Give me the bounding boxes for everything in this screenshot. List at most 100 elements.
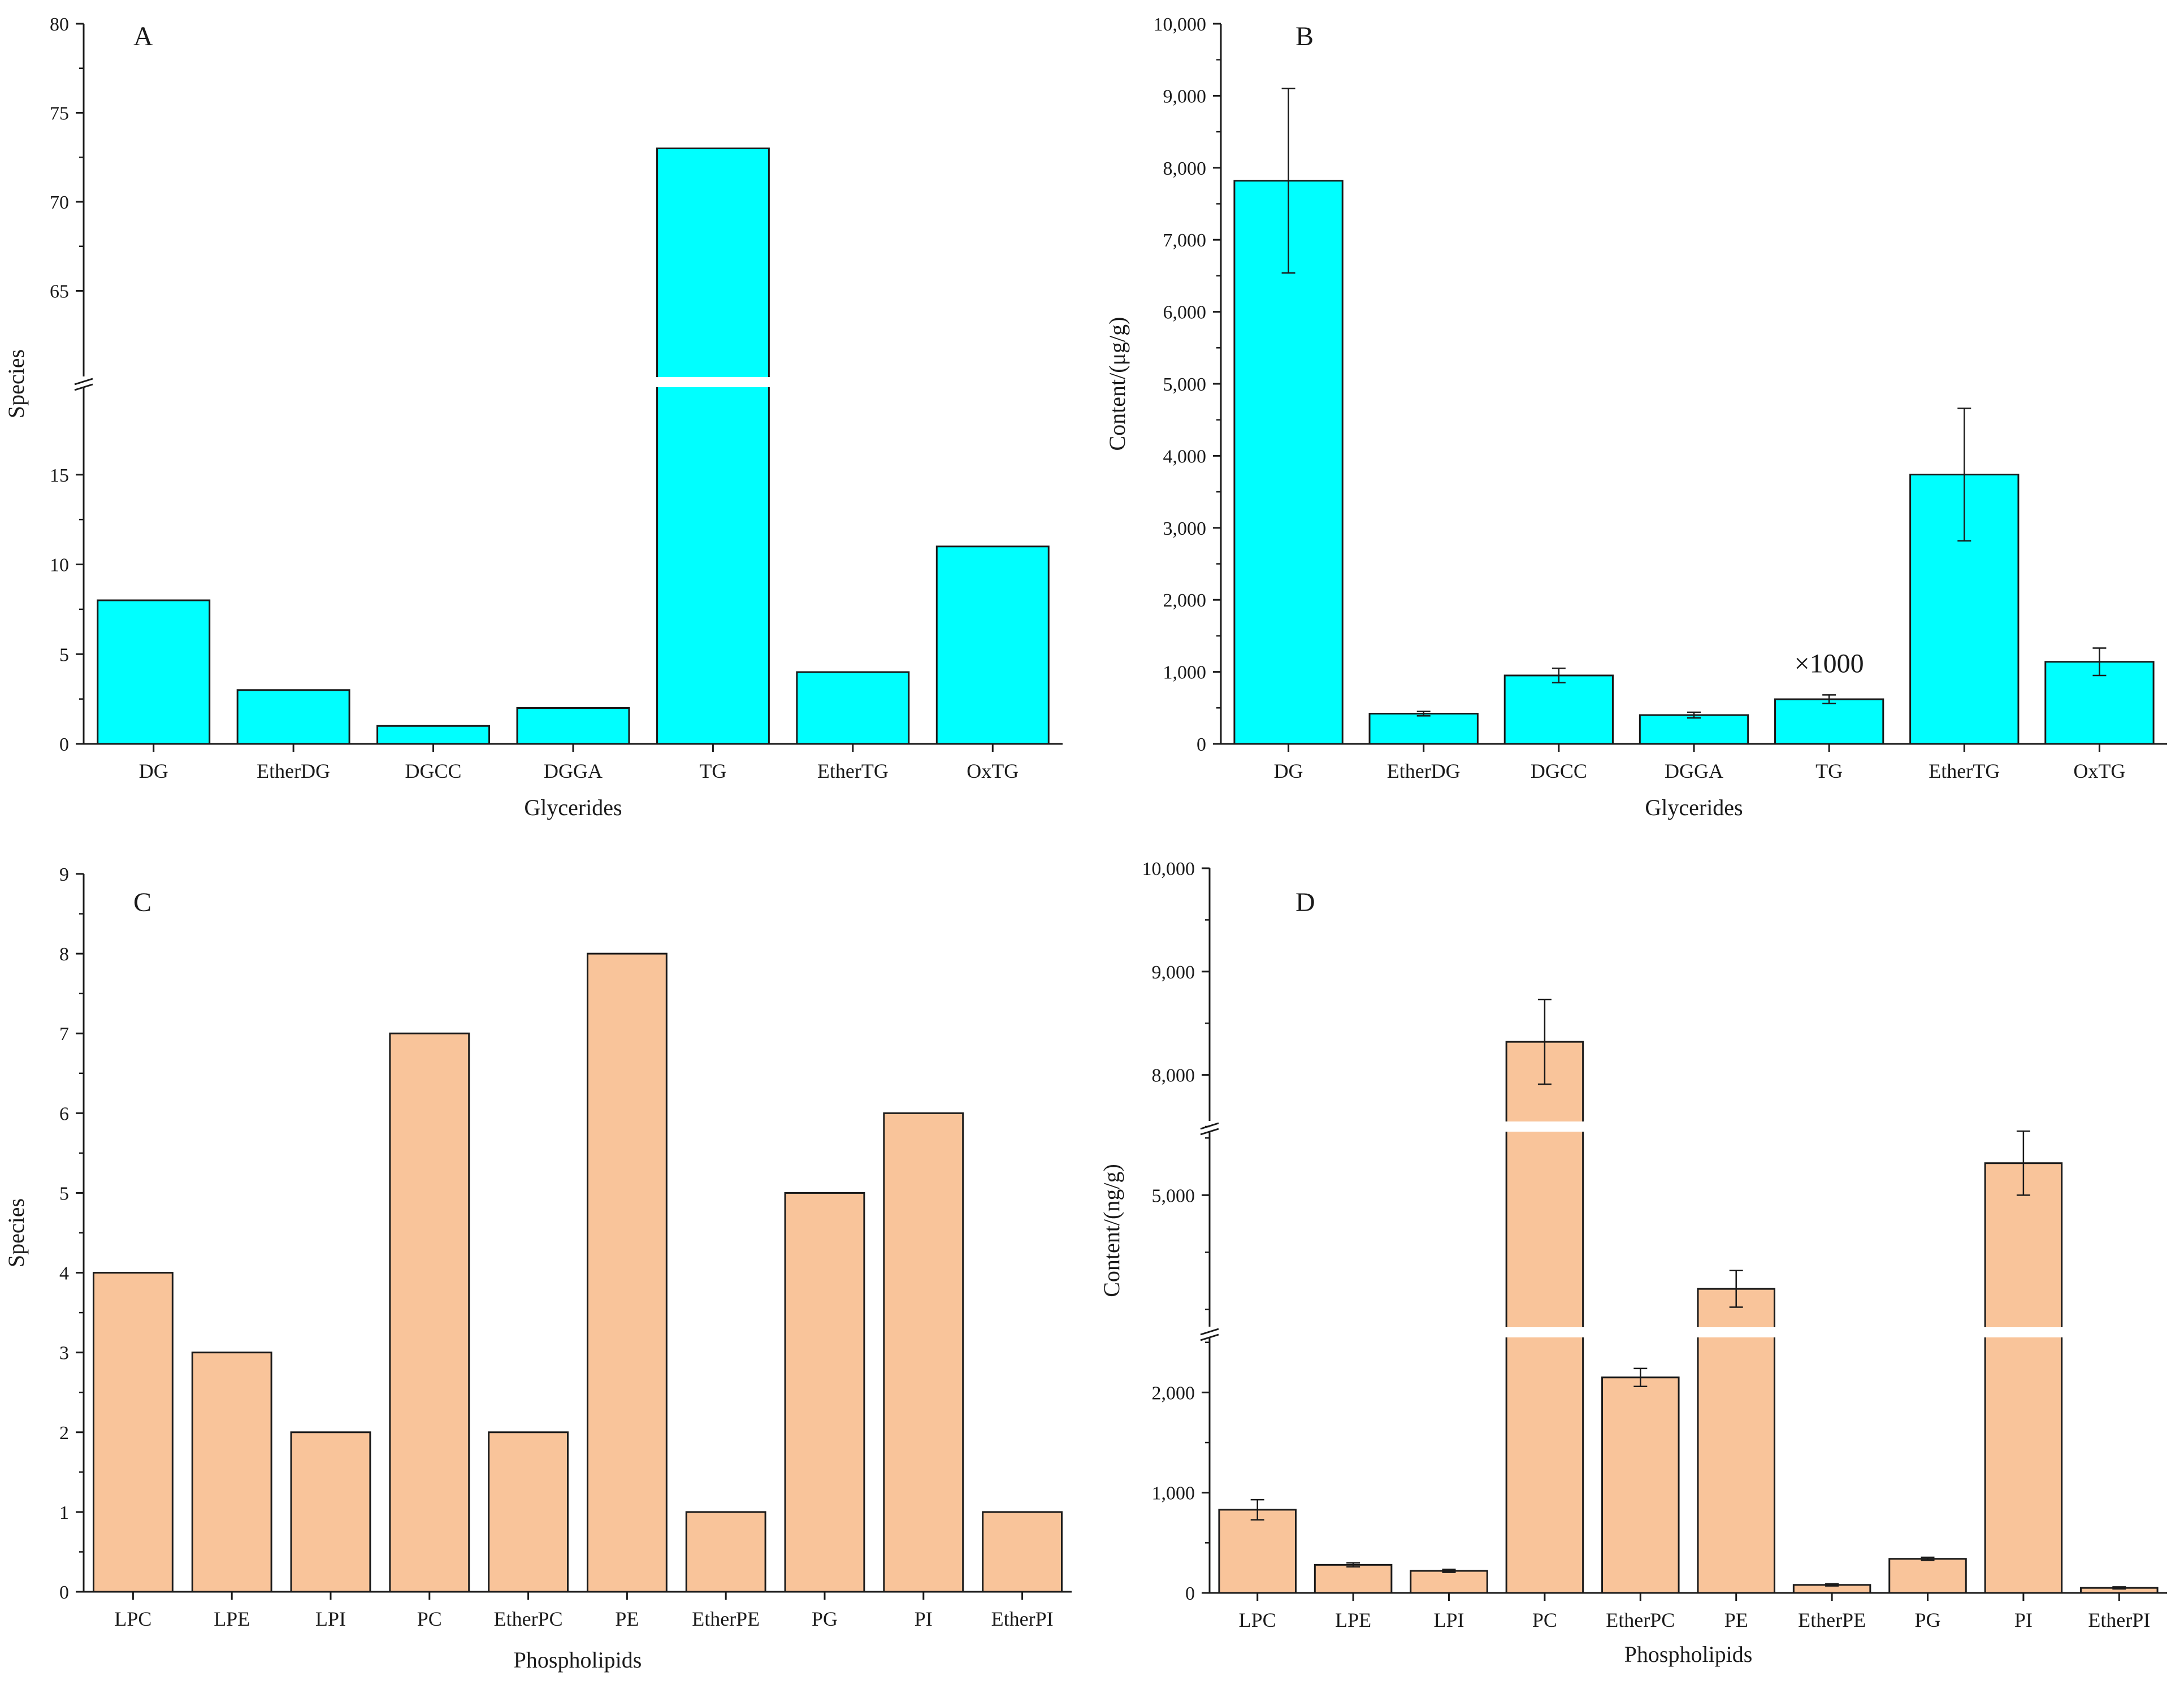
bar-dg [97,599,211,745]
bar-dgcc [1503,674,1614,745]
x-tick-label-tg: TG [699,760,726,782]
bar-pi [883,1112,964,1593]
panel-letter-a: A [133,21,153,51]
bar-dg [1233,180,1344,745]
y-tick-label: 9 [59,864,69,885]
x-tick-label-pi: PI [915,1608,933,1630]
x-tick-label-etherdg: EtherDG [1387,760,1461,782]
bar-etherpe [685,1511,766,1593]
bar-pc [389,1032,470,1593]
bar-dgga [1639,714,1749,745]
y-tick-label: 8,000 [1163,158,1207,179]
x-axis-title: Glycerides [524,795,622,820]
bar-pc [1505,1041,1584,1594]
x-tick-label-pe: PE [1724,1609,1748,1631]
x-tick-label-lpe: LPE [1335,1609,1371,1631]
x-tick-label-lpc: LPC [1239,1609,1276,1631]
x-tick-label-pg: PG [812,1608,838,1630]
x-tick-label-pe: PE [615,1608,639,1630]
x-axis-title: Phospholipids [1624,1642,1753,1667]
y-axis-title: Species [3,349,29,418]
bar-dgcc [376,725,491,745]
y-tick-label: 2,000 [1163,590,1207,611]
panel-letter-c: C [133,887,151,917]
x-tick-label-etherpi: EtherPI [991,1608,1054,1630]
x-tick-label-etherpe: EtherPE [692,1608,760,1630]
x-tick-label-etherpc: EtherPC [494,1608,563,1630]
x-tick-label-ethertg: EtherTG [817,760,889,782]
x-tick-label-pg: PG [1914,1609,1940,1631]
bar-etherpi [982,1511,1063,1593]
panel-letter-b: B [1295,21,1314,51]
panel-c-chart: 0 1 2 3 4 5 6 7 8 9 LPC LPE LPI PC EtherPC PE EtherPE PG P… [3,864,1072,1673]
bar-etherpc [1601,1376,1680,1594]
bar-lpi [1410,1570,1488,1594]
bar-tg [1774,698,1884,745]
bar-break-gap [655,377,771,387]
y-tick-label: 75 [50,103,69,124]
y-tick-label: 2 [59,1423,69,1444]
y-tick-label: 80 [50,14,69,35]
axis-break-mark [74,383,93,391]
y-axis-title: Content/(μg/g) [1104,317,1130,451]
x-tick-label-oxtg: OxTG [967,760,1019,782]
bar-break-gap [1983,1327,2064,1337]
y-tick-label: 10 [50,555,69,576]
bar-tg [656,148,770,745]
y-tick-label: 70 [50,192,69,213]
axis-break-mark [74,378,93,386]
y-tick-label: 10,000 [1154,14,1207,35]
x-tick-label-lpi: LPI [315,1608,346,1630]
bar-dgga [516,707,630,745]
y-tick-label: 3 [59,1343,69,1364]
y-tick-label: 15 [50,465,69,486]
axis-break-mark [1200,1333,1219,1341]
axis-break-mark [1200,1328,1219,1336]
y-tick-label: 0 [59,734,69,755]
y-tick-label: 6 [59,1103,69,1124]
x-axis-title: Glycerides [1645,795,1743,820]
x-tick-label-pi: PI [2014,1609,2033,1631]
bar-pe [586,952,668,1593]
y-tick-label: 10,000 [1142,859,1195,880]
x-tick-label-dg: DG [1274,760,1303,782]
bar-ethertg [796,671,910,745]
bar-pg [1888,1558,1967,1594]
x-tick-label-dg: DG [139,760,168,782]
bar-pg [784,1192,865,1593]
bar-etherdg [1368,712,1479,745]
x-tick-label-lpc: LPC [114,1608,151,1630]
y-tick-label: 7,000 [1163,230,1207,251]
y-tick-label: 65 [50,282,69,302]
y-axis-title: Species [3,1198,29,1267]
x-tick-label-etherdg: EtherDG [257,760,330,782]
y-tick-label: 6,000 [1163,302,1207,323]
y-tick-label: 1,000 [1152,1483,1195,1504]
panel-d-chart: 0 1,000 2,000 5,000 8,000 9,000 10,000 LPC LPE LP… [1099,859,2167,1667]
y-tick-label: 9,000 [1152,962,1195,983]
y-tick-label: 5,000 [1163,374,1207,395]
x-tick-label-lpi: LPI [1434,1609,1464,1631]
bar-lpe [1314,1564,1393,1594]
y-axis-title: Content/(ng/g) [1099,1164,1124,1297]
bar-break-gap [1696,1327,1776,1337]
bar-break-gap [1505,1121,1585,1132]
y-tick-label: 5 [59,644,69,665]
x-tick-label-dgcc: DGCC [405,760,462,782]
x-tick-label-pc: PC [417,1608,442,1630]
y-tick-label: 3,000 [1163,518,1207,539]
y-tick-label: 5,000 [1152,1185,1195,1206]
y-tick-label: 5 [59,1183,69,1204]
y-tick-label: 0 [59,1582,69,1603]
y-tick-label: 1 [59,1502,69,1523]
panel-b-chart: 0 1,000 2,000 3,000 4,000 5,000 6,000 7,000 8,00… [1104,14,2167,820]
x-tick-label-dgga: DGGA [544,760,603,782]
panel-letter-d: D [1295,887,1315,917]
panel-a-chart: 0 5 10 15 65 70 75 80 DG EtherDG DGCC DGGA TG EtherTG… [3,14,1063,820]
bar-break-gap [1505,1327,1585,1337]
y-tick-label: 2,000 [1152,1383,1195,1404]
bar-etherdg [236,689,350,745]
bar-lpc [1218,1509,1297,1594]
